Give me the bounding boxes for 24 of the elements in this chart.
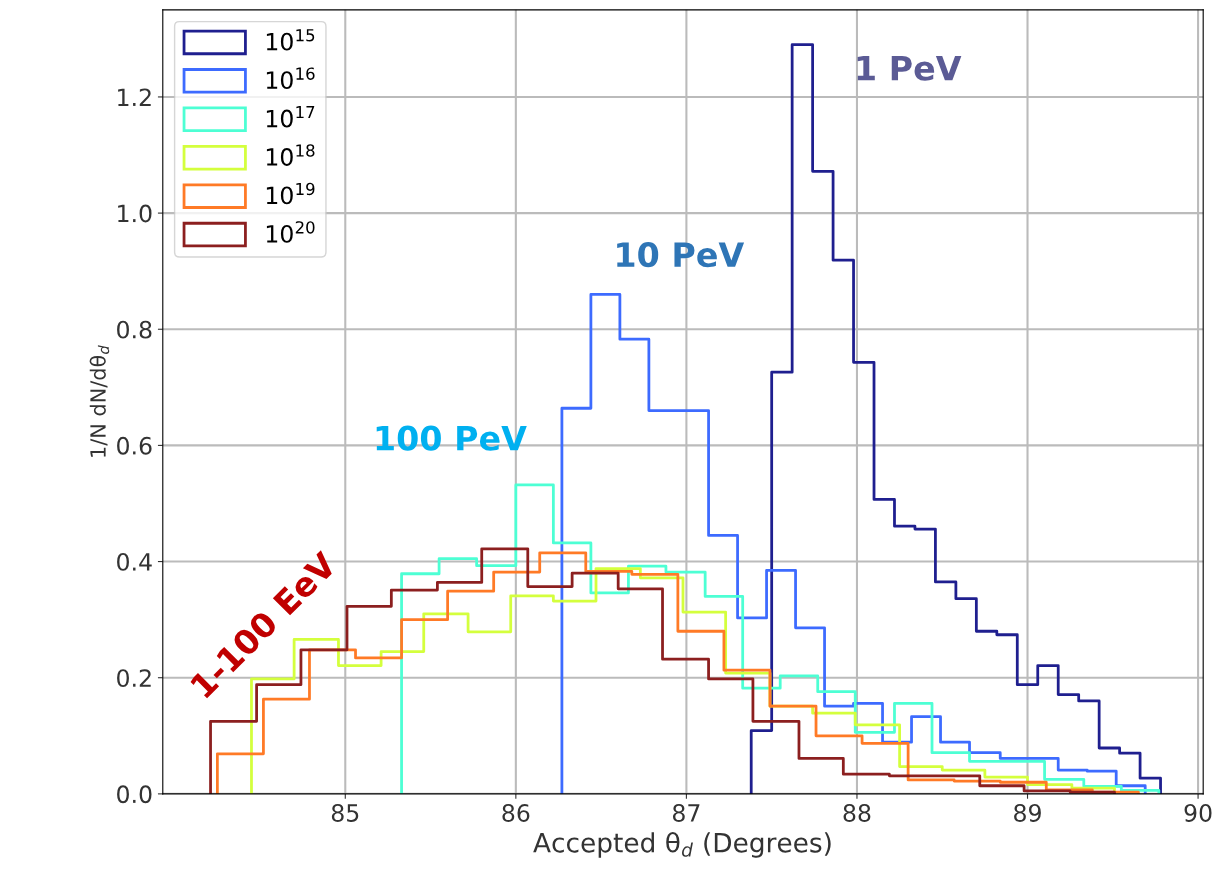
y-tick-label: 0.6 xyxy=(117,436,152,455)
x-tick-label: 86 xyxy=(502,804,530,822)
legend-label: 10$^{20}$ xyxy=(266,221,315,243)
legend-label: 10$^{15}$ xyxy=(266,29,315,51)
x-tick-label: 90 xyxy=(1184,804,1212,822)
y-tick-label: 0.4 xyxy=(117,553,152,571)
legend-label: 10$^{16}$ xyxy=(266,67,315,90)
y-tick-label: 0.0 xyxy=(117,785,152,804)
y-tick-label: 0.8 xyxy=(117,320,152,339)
annotation: 100 PeV xyxy=(376,425,527,451)
y-tick-label: 0.2 xyxy=(117,669,151,688)
legend-label: 10$^{19}$ xyxy=(266,182,315,205)
y-tick-label: 1.2 xyxy=(118,88,151,106)
x-axis-title: Accepted θ$_{d}$ (Degrees) xyxy=(533,832,831,858)
y-tick-label: 1.0 xyxy=(118,204,152,223)
x-tick-label: 87 xyxy=(672,804,700,822)
annotation: 10 PeV xyxy=(617,242,745,268)
legend-label: 10$^{17}$ xyxy=(266,106,315,128)
y-axis-title: 1/N dN/dθ$_{d}$ xyxy=(89,345,110,457)
x-tick-label: 88 xyxy=(843,804,871,822)
x-tick-label: 89 xyxy=(1014,804,1041,822)
legend-label: 10$^{18}$ xyxy=(266,144,315,166)
annotation: 1 PeV xyxy=(857,55,962,81)
x-tick-label: 85 xyxy=(331,804,359,822)
